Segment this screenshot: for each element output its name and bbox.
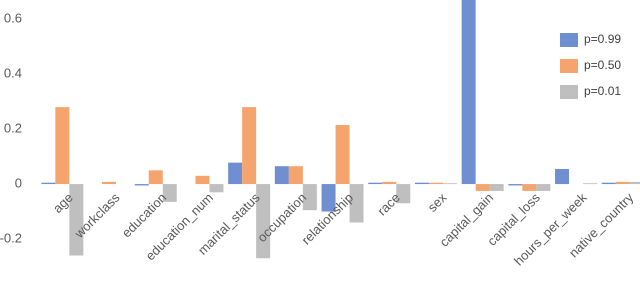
bar xyxy=(335,125,350,185)
bar xyxy=(382,181,397,185)
legend-label: p=0.50 xyxy=(584,58,621,72)
legend-label: p=0.99 xyxy=(584,32,621,46)
bar xyxy=(242,107,257,185)
bar xyxy=(349,184,364,223)
legend-swatch xyxy=(560,59,578,73)
bar xyxy=(256,184,271,259)
bar xyxy=(396,184,411,204)
x-tick-label: sex xyxy=(425,190,450,215)
bar xyxy=(162,184,177,202)
bar xyxy=(475,184,490,191)
bar xyxy=(195,175,210,185)
legend-swatch xyxy=(560,33,578,47)
bar xyxy=(522,184,537,191)
bar xyxy=(69,184,84,256)
y-tick-label: 0.2 xyxy=(4,121,22,136)
bar xyxy=(601,182,616,185)
bar xyxy=(148,170,163,185)
y-tick-label: 0 xyxy=(15,176,22,191)
y-tick-label: -0.2 xyxy=(0,230,22,245)
bar xyxy=(302,184,317,211)
bar xyxy=(134,184,149,186)
bar xyxy=(536,184,551,191)
bar xyxy=(442,183,457,185)
bar xyxy=(489,184,504,191)
bar xyxy=(414,182,429,185)
bar xyxy=(321,184,336,212)
y-tick-label: 0.6 xyxy=(4,11,22,26)
bar xyxy=(629,181,640,185)
legend-swatch xyxy=(560,85,578,99)
bar xyxy=(55,107,70,185)
bar xyxy=(508,184,523,186)
bar xyxy=(41,182,56,185)
bar xyxy=(228,162,243,185)
bar xyxy=(368,182,383,185)
bar xyxy=(428,182,443,185)
legend-label: p=0.01 xyxy=(584,84,621,98)
bar xyxy=(288,166,303,185)
bar xyxy=(615,181,630,185)
bar xyxy=(209,184,224,193)
y-tick-label: 0.4 xyxy=(4,66,22,81)
bar xyxy=(274,166,289,185)
bar xyxy=(461,0,476,185)
bar xyxy=(102,181,117,185)
bar xyxy=(555,168,570,185)
bar xyxy=(583,183,598,185)
